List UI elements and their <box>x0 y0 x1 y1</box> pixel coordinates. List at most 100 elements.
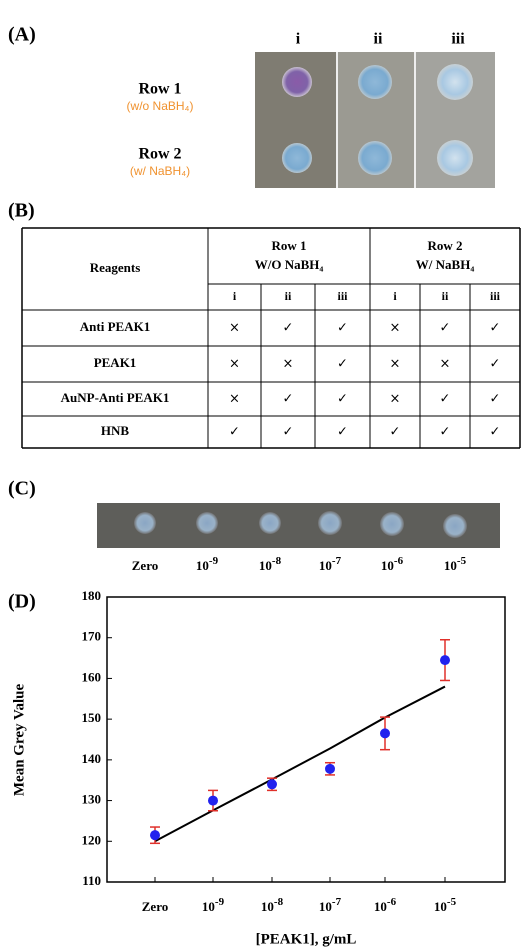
table-cell: ✓ <box>337 425 348 440</box>
point <box>325 763 335 774</box>
fit-line <box>154 685 446 843</box>
plot-frame <box>106 596 506 883</box>
table-cell: × <box>390 357 401 372</box>
row-note: (w/ NaBH₄) <box>130 164 190 178</box>
x-tick-label: 10-8 <box>261 896 284 914</box>
label-base: 10 <box>319 899 332 914</box>
table-cell: × <box>229 357 240 372</box>
y-tick-label: 160 <box>82 669 102 684</box>
table-cell: × <box>229 321 240 336</box>
point <box>150 830 160 841</box>
strip-label: 10-7 <box>319 555 342 573</box>
point <box>380 728 390 739</box>
label: ii <box>285 289 292 303</box>
label: ii <box>374 31 383 48</box>
label: Row 2 <box>427 238 462 253</box>
label: i <box>296 31 301 48</box>
strip-label: 10-8 <box>259 555 282 573</box>
label: ii <box>442 289 449 303</box>
label-exponent: -9 <box>215 896 225 908</box>
y-axis-label: Mean Grey Value <box>11 684 27 797</box>
table-cell: ✓ <box>440 321 451 336</box>
row-header: PEAK1 <box>94 355 137 370</box>
table-cell: ✓ <box>440 425 451 440</box>
label: W/O NaBH₄ <box>255 257 324 272</box>
label: Row 1 <box>138 81 181 98</box>
label-exponent: -5 <box>447 896 457 908</box>
panel-label: (A) <box>8 24 36 46</box>
row-header: AuNP-Anti PEAK1 <box>61 390 170 405</box>
photo-a <box>255 52 495 188</box>
table-cell: × <box>390 392 401 407</box>
label: Row 2 <box>138 146 181 163</box>
x-tick-label: Zero <box>142 899 168 914</box>
label-base: 10 <box>261 899 274 914</box>
table-cell: × <box>440 357 451 372</box>
table-cell: ✓ <box>440 392 451 407</box>
table-cell: ✓ <box>337 357 348 372</box>
table-cell: ✓ <box>283 392 294 407</box>
label: i <box>233 289 237 303</box>
label-exponent: -6 <box>394 555 404 567</box>
point <box>208 795 218 806</box>
y-tick-label: 130 <box>82 792 102 807</box>
label: Row 1 <box>271 238 306 253</box>
label-exponent: -5 <box>457 555 467 567</box>
panel-label: (B) <box>8 200 35 222</box>
table-cell: ✓ <box>490 392 501 407</box>
table-cell: ✓ <box>229 425 240 440</box>
table-cell: × <box>283 357 294 372</box>
y-tick-label: 180 <box>82 588 102 603</box>
y-tick-label: 110 <box>82 873 101 888</box>
label: iii <box>337 289 348 303</box>
point <box>267 779 277 790</box>
label-exponent: -6 <box>387 896 397 908</box>
label-base: 10 <box>434 899 447 914</box>
row-note: (w/o NaBH₄) <box>127 99 194 113</box>
label: i <box>393 289 397 303</box>
table-cell: ✓ <box>490 425 501 440</box>
panel-label: (C) <box>8 478 36 500</box>
y-tick-label: 150 <box>82 710 102 725</box>
panel-label: (D) <box>8 591 36 613</box>
label-base: 10 <box>444 558 457 573</box>
y-tick-label: 140 <box>82 751 102 766</box>
table-cell: × <box>229 392 240 407</box>
label-exponent: -7 <box>332 555 342 567</box>
label: iii <box>451 31 465 48</box>
label: W/ NaBH₄ <box>416 257 475 272</box>
label: iii <box>490 289 501 303</box>
label-base: 10 <box>196 558 209 573</box>
table-cell: ✓ <box>283 425 294 440</box>
x-tick-label: 10-9 <box>202 896 225 914</box>
strip-label: 10-6 <box>381 555 404 573</box>
row-header: Anti PEAK1 <box>80 319 150 334</box>
x-tick-label: 10-5 <box>434 896 457 914</box>
table-cell: ✓ <box>337 321 348 336</box>
label-exponent: -9 <box>209 555 219 567</box>
table-cell: ✓ <box>283 321 294 336</box>
row-header: HNB <box>101 423 130 438</box>
label-base: 10 <box>259 558 272 573</box>
photo-c <box>97 503 500 548</box>
label-exponent: -8 <box>272 555 282 567</box>
table-cell: ✓ <box>490 321 501 336</box>
strip-label: 10-9 <box>196 555 219 573</box>
table-cell: ✓ <box>390 425 401 440</box>
strip-label: 10-5 <box>444 555 467 573</box>
table-cell: ✓ <box>490 357 501 372</box>
y-tick-label: 120 <box>82 832 102 847</box>
x-tick-label: 10-6 <box>374 896 397 914</box>
table-cell: ✓ <box>337 392 348 407</box>
label-exponent: -8 <box>274 896 284 908</box>
table-cell: × <box>390 321 401 336</box>
label: Reagents <box>90 260 141 275</box>
label-base: 10 <box>319 558 332 573</box>
x-axis-label: [PEAK1], g/mL <box>256 931 357 947</box>
label-base: 10 <box>381 558 394 573</box>
point <box>440 655 450 666</box>
y-tick-label: 170 <box>82 629 102 644</box>
label-exponent: -7 <box>332 896 342 908</box>
x-tick-label: 10-7 <box>319 896 342 914</box>
